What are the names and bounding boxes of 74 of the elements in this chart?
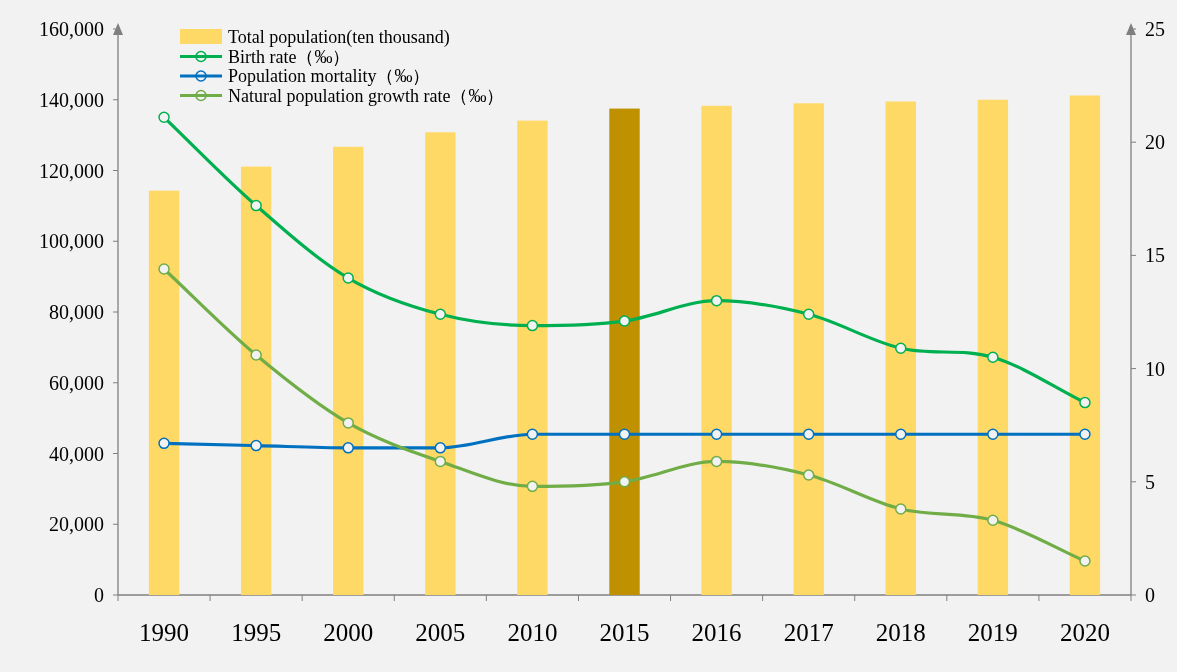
point xyxy=(802,308,815,321)
x-tick-label: 2010 xyxy=(507,619,558,646)
bar xyxy=(793,103,824,595)
point xyxy=(342,272,354,284)
bar xyxy=(885,101,916,595)
legend-label: Total population(ten thousand) xyxy=(228,27,450,48)
y2-tick-label: 15 xyxy=(1145,244,1165,267)
y-tick-label: 160,000 xyxy=(39,18,104,40)
bar xyxy=(240,166,272,595)
x-tick-label: 2020 xyxy=(1059,619,1110,646)
bar xyxy=(425,132,456,595)
point xyxy=(526,480,539,493)
point xyxy=(987,428,999,441)
x-tick-label: 2018 xyxy=(875,619,926,646)
point xyxy=(618,476,631,488)
x-tick-label: 2017 xyxy=(783,619,834,646)
point xyxy=(895,342,907,354)
bar xyxy=(977,99,1009,595)
point xyxy=(158,111,170,124)
point xyxy=(526,319,539,332)
x-tick-label: 1995 xyxy=(231,619,282,646)
y-tick-label: 40,000 xyxy=(49,442,104,465)
point xyxy=(250,439,262,452)
point xyxy=(710,428,723,441)
point xyxy=(710,455,723,468)
point xyxy=(1079,428,1091,441)
x-tick-label: 2015 xyxy=(599,619,650,646)
point xyxy=(434,308,447,321)
legend-label: Natural population growth rate（‰） xyxy=(228,85,505,106)
y-tick-label: 80,000 xyxy=(49,301,104,323)
y-tick-label: 120,000 xyxy=(39,159,104,182)
point xyxy=(1079,396,1091,409)
point xyxy=(434,455,447,468)
y-tick-label: 0 xyxy=(94,584,104,606)
x-tick-label: 2005 xyxy=(415,619,466,646)
legend-label: Birth rate（‰） xyxy=(228,46,351,67)
point xyxy=(342,442,354,454)
point xyxy=(618,315,631,327)
legend-label: Population mortality（‰） xyxy=(228,66,431,86)
y-tick-label: 20,000 xyxy=(49,513,104,536)
point xyxy=(618,428,631,441)
point xyxy=(158,437,170,450)
y2-tick-label: 0 xyxy=(1145,584,1155,606)
bar xyxy=(701,105,732,595)
x-tick-label: 2016 xyxy=(691,619,742,646)
point xyxy=(158,263,170,275)
y2-tick-label: 10 xyxy=(1145,357,1165,380)
point xyxy=(1079,555,1091,567)
x-tick-label: 2000 xyxy=(323,619,374,646)
y-tick-label: 140,000 xyxy=(39,88,104,111)
bar xyxy=(148,190,180,595)
y2-tick-label: 20 xyxy=(1145,131,1165,154)
bar xyxy=(333,146,364,595)
y2-tick-label: 25 xyxy=(1145,18,1165,40)
point xyxy=(987,351,999,364)
point xyxy=(802,428,815,441)
point xyxy=(895,503,907,515)
point xyxy=(250,349,262,361)
point xyxy=(987,514,999,527)
point xyxy=(895,428,907,441)
point xyxy=(526,428,539,441)
point xyxy=(250,199,262,212)
point xyxy=(802,469,815,481)
point xyxy=(434,442,447,454)
x-tick-label: 1990 xyxy=(139,619,190,646)
x-tick-label: 2019 xyxy=(967,619,1018,646)
bar xyxy=(609,108,640,595)
bar xyxy=(1069,95,1101,595)
y2-tick-label: 5 xyxy=(1145,470,1155,493)
point xyxy=(342,417,354,429)
bar xyxy=(517,120,548,595)
point xyxy=(710,294,723,307)
y-tick-label: 100,000 xyxy=(39,230,104,253)
y-tick-label: 60,000 xyxy=(49,371,104,394)
